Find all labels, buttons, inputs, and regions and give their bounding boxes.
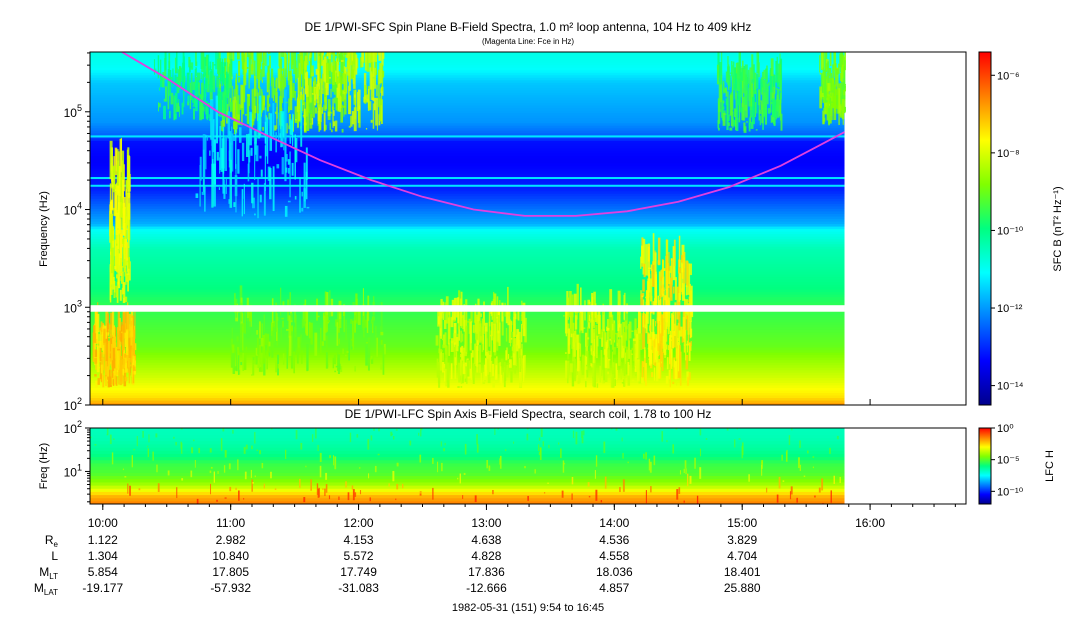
- ephemeris-value: 4.704: [727, 549, 757, 563]
- sfc-colorbar-tick-label: 10⁻¹²: [997, 303, 1023, 315]
- ephemeris-value: 4.828: [471, 549, 501, 563]
- time-tick-label: 10:00: [88, 516, 118, 530]
- lfc-plot-frame: [89, 427, 967, 505]
- sfc-colorbar-tick-label: 10⁻⁸: [997, 148, 1020, 160]
- ephemeris-value: 5.854: [88, 565, 118, 579]
- sfc-panel-title: DE 1/PWI-SFC Spin Plane B-Field Spectra,…: [305, 20, 752, 34]
- ephemeris-row-label: L: [51, 549, 58, 563]
- time-axis: 10:00 11:00 12:00 13:00 14:00 15:00 16:00: [88, 399, 956, 530]
- sfc-colorbar: 10⁻¹⁴ 10⁻¹² 10⁻¹⁰ 10⁻⁸ 10⁻⁶ SFC B (nT² Hz⁻¹): [978, 51, 1064, 406]
- time-tick-label: 16:00: [855, 516, 885, 530]
- time-tick-label: 12:00: [344, 516, 374, 530]
- ephemeris-value: 4.558: [599, 549, 629, 563]
- lfc-y-tick-label: 101: [64, 462, 82, 479]
- sfc-y-axis: 102 103 104 105: [64, 52, 90, 413]
- sfc-y-tick-label: 102: [64, 396, 82, 413]
- sfc-y-axis-label: Frequency (Hz): [38, 191, 50, 267]
- ephemeris-value: 4.638: [471, 533, 501, 547]
- ephemeris-value: -12.666: [466, 581, 507, 595]
- ephemeris-value: 17.836: [468, 565, 505, 579]
- lfc-colorbar-tick-label: 10⁻¹⁰: [997, 486, 1024, 498]
- ephemeris-value: 5.572: [344, 549, 374, 563]
- sfc-plot-frame: [89, 51, 967, 406]
- time-tick-label: 14:00: [599, 516, 629, 530]
- ephemeris-value: 17.749: [340, 565, 377, 579]
- ephemeris-value: 1.122: [88, 533, 118, 547]
- lfc-y-axis-label: Freq (Hz): [38, 443, 50, 489]
- lfc-colorbar-tick-label: 10⁻⁵: [997, 455, 1020, 467]
- time-tick-label: 11:00: [216, 516, 245, 530]
- ephemeris-value: 17.805: [212, 565, 249, 579]
- time-tick-label: 15:00: [727, 516, 757, 530]
- ephemeris-value: 4.153: [344, 533, 374, 547]
- ephemeris-value: 2.982: [216, 533, 246, 547]
- sfc-y-tick-label: 103: [64, 298, 82, 315]
- lfc-spectrogram: [90, 428, 845, 504]
- lfc-y-tick-label: 102: [64, 419, 82, 436]
- sfc-spectrogram: [90, 52, 846, 405]
- ephemeris-value: 4.536: [599, 533, 629, 547]
- ephemeris-value: 18.401: [724, 565, 761, 579]
- sfc-colorbar-tick-label: 10⁻¹⁰: [997, 225, 1024, 237]
- ephemeris-value: 3.829: [727, 533, 757, 547]
- ephemeris-value: 25.880: [724, 581, 761, 595]
- sfc-colorbar-tick-label: 10⁻¹⁴: [997, 381, 1024, 393]
- sfc-colorbar-tick-label: 10⁻⁶: [997, 70, 1020, 82]
- sfc-y-tick-label: 104: [64, 201, 82, 218]
- ephemeris-row-label: MLAT: [34, 581, 58, 597]
- lfc-colorbar: 10⁻¹⁰ 10⁻⁵ 10⁰ LFC H: [978, 423, 1056, 505]
- lfc-colorbar-tick-label: 10⁰: [997, 423, 1014, 435]
- ephemeris-value: 1.304: [88, 549, 118, 563]
- ephemeris-value: 4.857: [599, 581, 629, 595]
- time-tick-label: 13:00: [471, 516, 501, 530]
- ephemeris-table: Re 1.122 2.982 4.153 4.638 4.536 3.829 L 1.304 10…: [34, 533, 761, 597]
- fce-magenta-line: [121, 52, 845, 217]
- ephemeris-value: -19.177: [82, 581, 123, 595]
- ephemeris-row-label: MLT: [39, 565, 58, 581]
- sfc-colorbar-label: SFC B (nT² Hz⁻¹): [1052, 186, 1064, 271]
- sfc-frequency-gap: [90, 305, 845, 312]
- lfc-panel-title: DE 1/PWI-LFC Spin Axis B-Field Spectra, …: [345, 407, 712, 421]
- lfc-colorbar-label: LFC H: [1044, 450, 1056, 482]
- ephemeris-value: 18.036: [596, 565, 633, 579]
- ephemeris-value: -31.083: [338, 581, 379, 595]
- sfc-y-tick-label: 105: [64, 103, 82, 120]
- ephemeris-value: 10.840: [212, 549, 249, 563]
- sfc-panel-subtitle: (Magenta Line: Fce in Hz): [482, 37, 574, 46]
- ephemeris-row-label: Re: [45, 533, 59, 549]
- time-range-footer: 1982-05-31 (151) 9:54 to 16:45: [452, 602, 604, 614]
- lfc-y-axis: 101 102: [64, 419, 90, 503]
- ephemeris-value: -57.932: [210, 581, 251, 595]
